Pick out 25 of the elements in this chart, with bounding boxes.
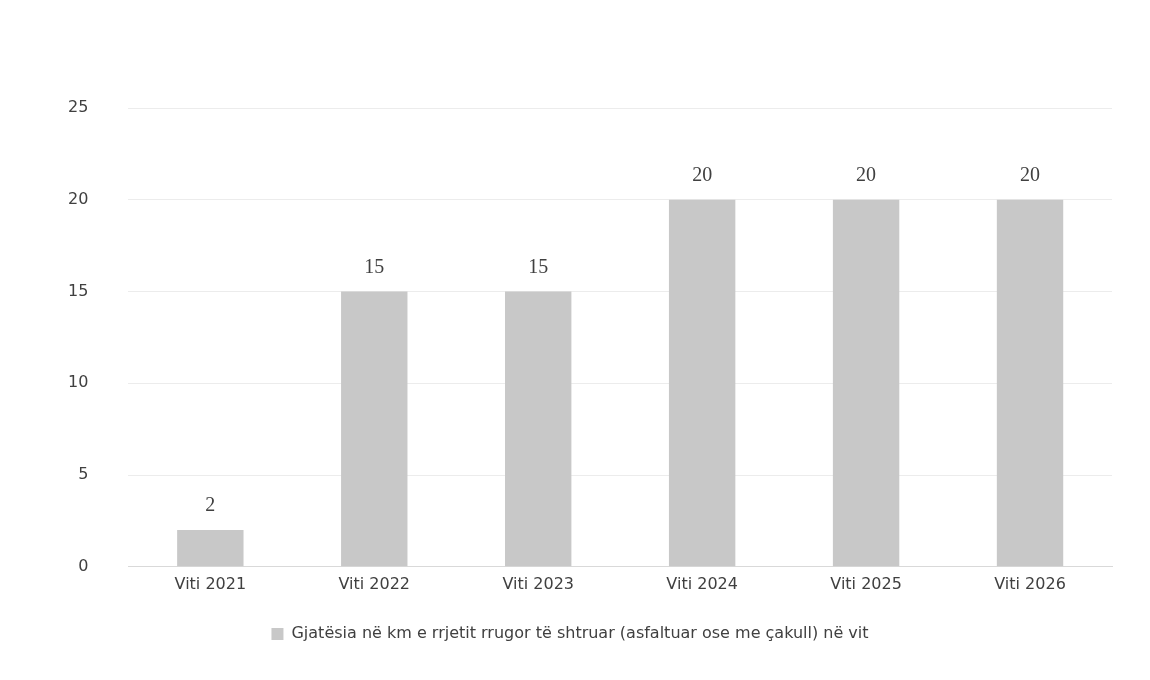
bar bbox=[341, 291, 408, 567]
bar bbox=[668, 199, 736, 567]
bar bbox=[177, 530, 244, 567]
data-label: 20 bbox=[692, 163, 713, 186]
data-label: 20 bbox=[856, 163, 877, 186]
x-tick-label: Viti 2021 bbox=[174, 573, 247, 593]
bar bbox=[505, 291, 572, 567]
x-tick-label: Viti 2022 bbox=[338, 573, 411, 593]
bar bbox=[832, 199, 900, 567]
y-tick-label: 5 bbox=[78, 464, 89, 484]
y-tick-label: 10 bbox=[68, 372, 89, 392]
data-label: 15 bbox=[528, 254, 549, 277]
bar bbox=[996, 199, 1064, 567]
legend-label: Gjatësia në km e rrjetit rrugor të shtruar (asfaltuar ose me çakull) në vit bbox=[291, 623, 869, 643]
x-tick-label: Viti 2024 bbox=[666, 573, 738, 593]
data-label: 2 bbox=[205, 493, 216, 516]
data-label: 20 bbox=[1020, 163, 1041, 186]
x-tick-label: Viti 2023 bbox=[502, 573, 574, 593]
y-tick-label: 20 bbox=[68, 188, 89, 208]
data-label: 15 bbox=[364, 254, 385, 277]
y-tick-label: 15 bbox=[68, 280, 89, 300]
x-tick-label: Viti 2025 bbox=[830, 573, 902, 593]
x-tick-label: Viti 2026 bbox=[994, 573, 1066, 593]
y-tick-label: 25 bbox=[68, 97, 89, 117]
y-tick-label: 0 bbox=[78, 555, 89, 575]
